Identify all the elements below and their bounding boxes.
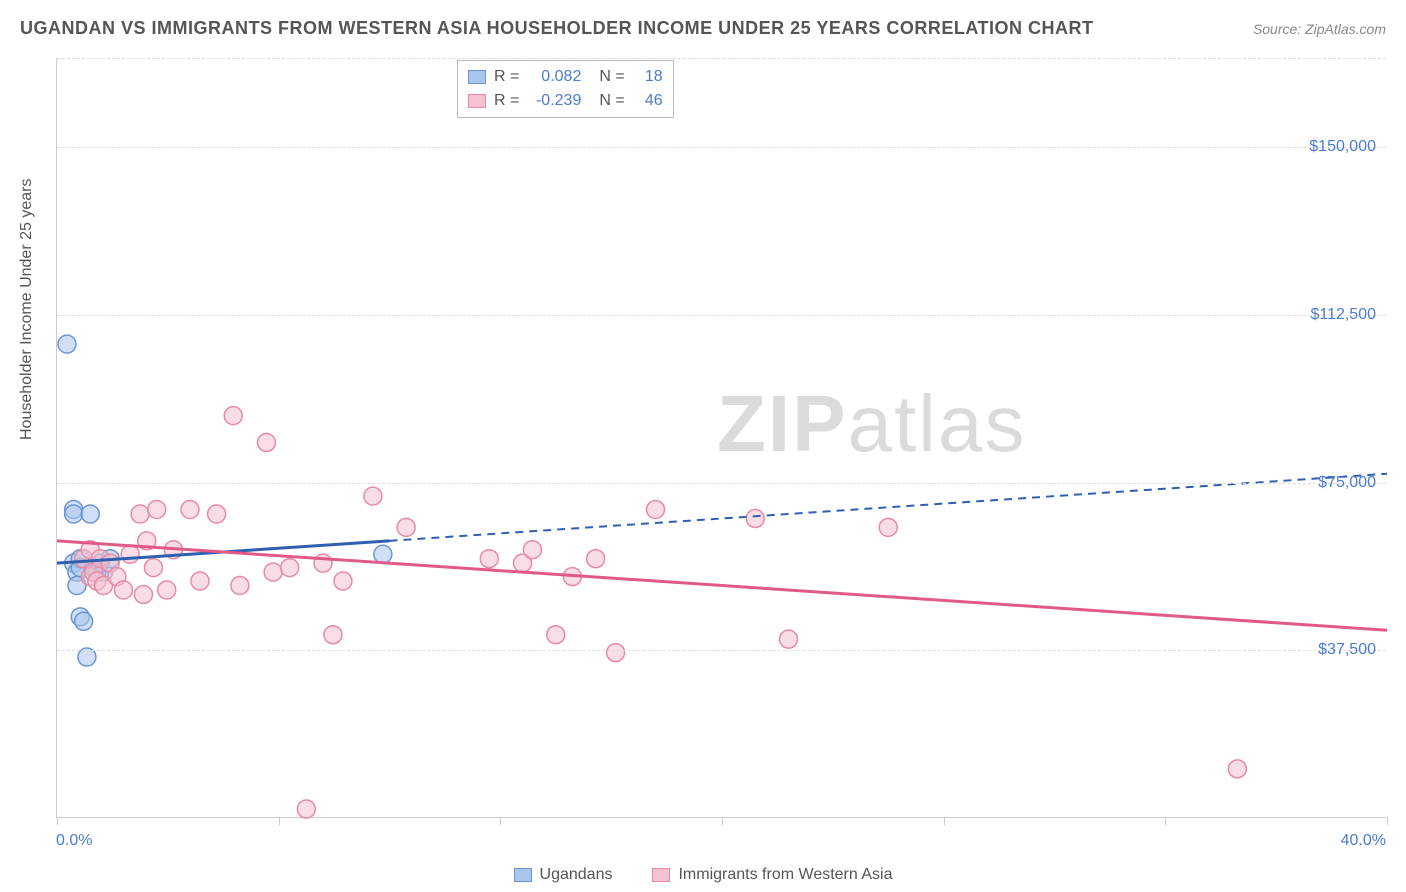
r-value: -0.239 bbox=[527, 89, 581, 113]
stats-row: R = -0.239 N = 46 bbox=[468, 89, 663, 113]
scatter-point-immigrants bbox=[131, 505, 149, 523]
stats-swatch bbox=[468, 94, 486, 108]
scatter-point-immigrants bbox=[281, 559, 299, 577]
y-tick-label: $112,500 bbox=[1310, 306, 1376, 324]
n-label: N = bbox=[599, 89, 624, 113]
stats-row: R = 0.082 N = 18 bbox=[468, 65, 663, 89]
scatter-point-ugandans bbox=[65, 505, 83, 523]
scatter-point-immigrants bbox=[144, 559, 162, 577]
scatter-point-immigrants bbox=[181, 501, 199, 519]
y-tick-label: $37,500 bbox=[1318, 641, 1376, 659]
correlation-stats-box: R = 0.082 N = 18 R = -0.239 N = 46 bbox=[457, 60, 674, 118]
y-tick-label: $150,000 bbox=[1309, 138, 1376, 156]
legend-label: Ugandans bbox=[540, 866, 613, 884]
scatter-point-immigrants bbox=[208, 505, 226, 523]
scatter-point-ugandans bbox=[374, 545, 392, 563]
n-label: N = bbox=[599, 65, 624, 89]
scatter-point-immigrants bbox=[879, 518, 897, 536]
scatter-point-immigrants bbox=[134, 585, 152, 603]
x-min-label: 0.0% bbox=[56, 832, 92, 850]
scatter-point-immigrants bbox=[334, 572, 352, 590]
gridline bbox=[57, 58, 1386, 59]
r-label: R = bbox=[494, 89, 519, 113]
legend-item: Ugandans bbox=[514, 866, 613, 884]
scatter-point-immigrants bbox=[115, 581, 133, 599]
legend-label: Immigrants from Western Asia bbox=[678, 866, 892, 884]
scatter-point-immigrants bbox=[397, 518, 415, 536]
title-bar: UGANDAN VS IMMIGRANTS FROM WESTERN ASIA … bbox=[20, 18, 1386, 39]
bottom-legend: Ugandans Immigrants from Western Asia bbox=[0, 866, 1406, 884]
x-tick bbox=[57, 817, 58, 825]
scatter-point-immigrants bbox=[607, 644, 625, 662]
x-tick bbox=[722, 817, 723, 825]
scatter-svg bbox=[57, 58, 1386, 817]
legend-swatch bbox=[514, 868, 532, 882]
scatter-point-immigrants bbox=[480, 550, 498, 568]
plot-area: ZIPatlas R =0.082N =18R =-0.239N =46 $37… bbox=[56, 58, 1386, 818]
n-value: 46 bbox=[633, 89, 663, 113]
legend-swatch bbox=[652, 868, 670, 882]
scatter-point-immigrants bbox=[297, 800, 315, 818]
scatter-point-immigrants bbox=[224, 407, 242, 425]
trendline-immigrants bbox=[57, 541, 1387, 630]
stats-swatch bbox=[468, 70, 486, 84]
scatter-point-immigrants bbox=[158, 581, 176, 599]
scatter-point-immigrants bbox=[231, 577, 249, 595]
gridline bbox=[57, 483, 1386, 484]
scatter-point-ugandans bbox=[58, 335, 76, 353]
scatter-point-immigrants bbox=[264, 563, 282, 581]
r-label: R = bbox=[494, 65, 519, 89]
scatter-point-immigrants bbox=[191, 572, 209, 590]
y-tick-label: $75,000 bbox=[1318, 474, 1376, 492]
scatter-point-immigrants bbox=[746, 509, 764, 527]
scatter-point-immigrants bbox=[647, 501, 665, 519]
scatter-point-immigrants bbox=[121, 545, 139, 563]
scatter-point-ugandans bbox=[81, 505, 99, 523]
scatter-point-immigrants bbox=[587, 550, 605, 568]
chart-title: UGANDAN VS IMMIGRANTS FROM WESTERN ASIA … bbox=[20, 18, 1094, 39]
x-max-label: 40.0% bbox=[1341, 832, 1386, 850]
r-value: 0.082 bbox=[527, 65, 581, 89]
scatter-point-ugandans bbox=[75, 612, 93, 630]
x-tick bbox=[944, 817, 945, 825]
scatter-point-immigrants bbox=[324, 626, 342, 644]
gridline bbox=[57, 315, 1386, 316]
scatter-point-immigrants bbox=[780, 630, 798, 648]
scatter-point-immigrants bbox=[547, 626, 565, 644]
legend-item: Immigrants from Western Asia bbox=[652, 866, 892, 884]
scatter-point-immigrants bbox=[1228, 760, 1246, 778]
scatter-point-immigrants bbox=[148, 501, 166, 519]
scatter-point-immigrants bbox=[364, 487, 382, 505]
x-tick bbox=[1165, 817, 1166, 825]
x-tick bbox=[500, 817, 501, 825]
gridline bbox=[57, 147, 1386, 148]
scatter-point-immigrants bbox=[257, 433, 275, 451]
scatter-point-immigrants bbox=[523, 541, 541, 559]
y-axis-title: Householder Income Under 25 years bbox=[18, 179, 36, 440]
x-tick bbox=[279, 817, 280, 825]
n-value: 18 bbox=[633, 65, 663, 89]
gridline bbox=[57, 650, 1386, 651]
x-tick bbox=[1387, 817, 1388, 825]
source-label: Source: ZipAtlas.com bbox=[1253, 21, 1386, 37]
